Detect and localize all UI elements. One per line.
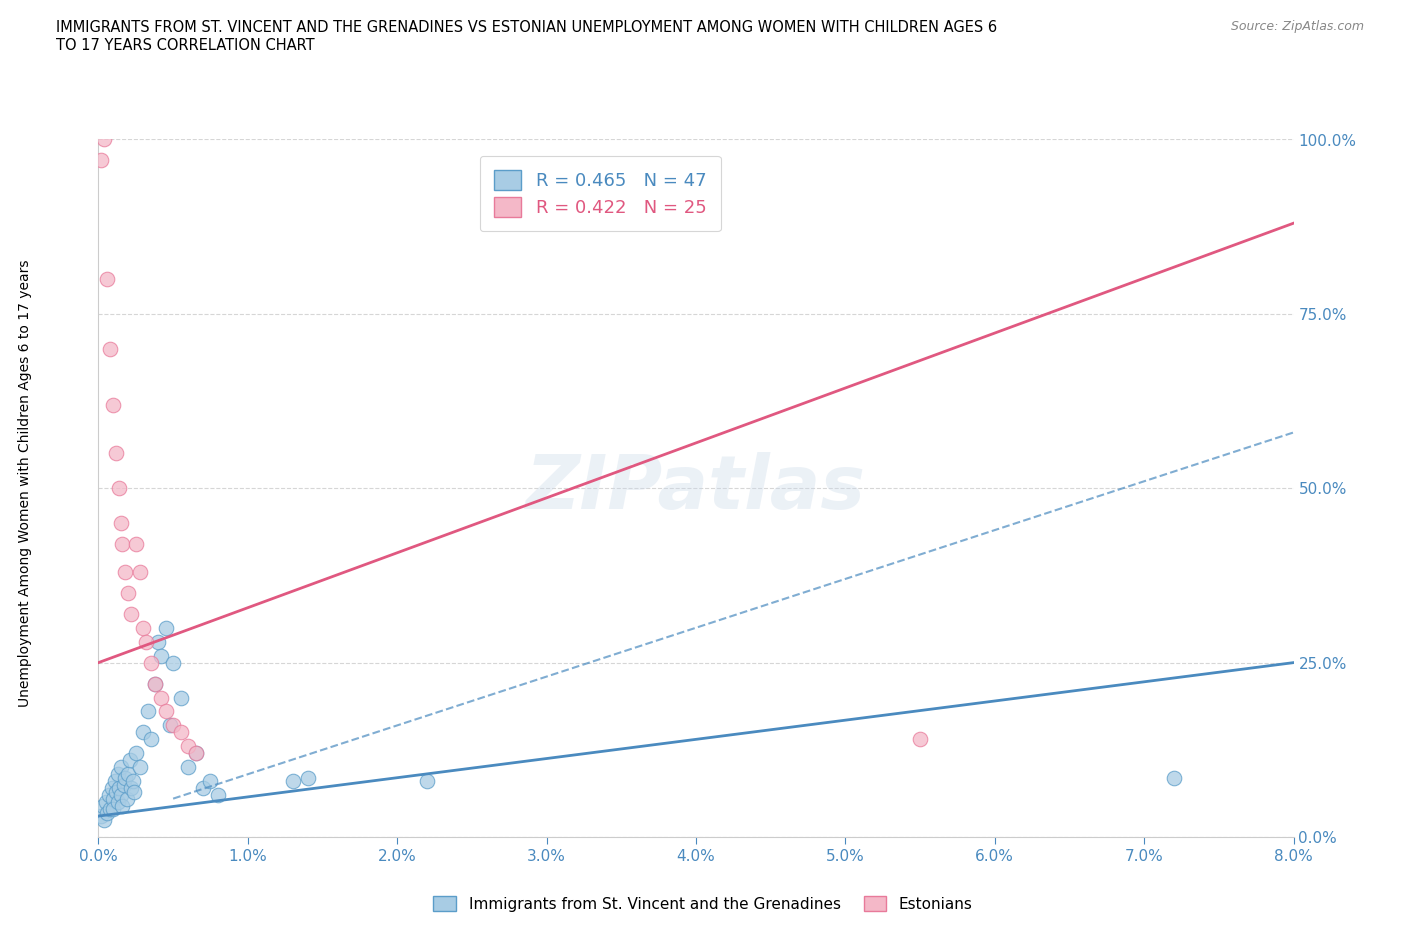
Point: [120, 606, 142, 621]
Point: [297, 770, 319, 785]
Point: [94, 794, 117, 809]
Point: [111, 798, 134, 813]
Point: [129, 760, 152, 775]
Point: [111, 537, 134, 551]
Point: [169, 725, 191, 740]
Point: [135, 634, 157, 649]
Point: [110, 515, 132, 530]
Point: [162, 718, 184, 733]
Point: [124, 784, 146, 799]
Point: [207, 788, 229, 803]
Point: [143, 676, 166, 691]
Point: [107, 766, 129, 781]
Point: [93, 812, 115, 827]
Point: [281, 774, 304, 789]
Legend: Immigrants from St. Vincent and the Grenadines, Estonians: Immigrants from St. Vincent and the Gren…: [427, 890, 979, 918]
Point: [101, 781, 124, 796]
Text: Unemployment Among Women with Children Ages 6 to 17 years: Unemployment Among Women with Children A…: [18, 259, 32, 708]
Point: [104, 774, 127, 789]
Point: [136, 704, 159, 719]
Point: [103, 802, 125, 817]
Point: [159, 718, 181, 733]
Point: [132, 725, 155, 740]
Point: [93, 132, 115, 147]
Point: [114, 770, 136, 785]
Point: [103, 791, 125, 806]
Point: [416, 774, 439, 789]
Point: [114, 565, 136, 579]
Point: [97, 788, 120, 803]
Point: [184, 746, 207, 761]
Point: [139, 655, 162, 670]
Point: [125, 537, 148, 551]
Point: [191, 781, 214, 796]
Text: IMMIGRANTS FROM ST. VINCENT AND THE GRENADINES VS ESTONIAN UNEMPLOYMENT AMONG WO: IMMIGRANTS FROM ST. VINCENT AND THE GREN…: [56, 20, 997, 53]
Point: [120, 781, 142, 796]
Point: [118, 753, 141, 768]
Point: [115, 791, 138, 806]
Point: [121, 774, 143, 789]
Point: [129, 565, 152, 579]
Point: [110, 760, 132, 775]
Point: [108, 781, 131, 796]
Point: [177, 760, 200, 775]
Point: [105, 446, 128, 461]
Point: [155, 704, 177, 719]
Point: [125, 746, 148, 761]
Point: [169, 690, 191, 705]
Text: Source: ZipAtlas.com: Source: ZipAtlas.com: [1230, 20, 1364, 33]
Point: [98, 802, 122, 817]
Point: [103, 397, 125, 412]
Point: [110, 788, 132, 803]
Point: [90, 809, 112, 824]
Point: [184, 746, 207, 761]
Point: [105, 784, 128, 799]
Point: [148, 634, 170, 649]
Point: [112, 777, 135, 792]
Text: ZIPatlas: ZIPatlas: [526, 452, 866, 525]
Point: [143, 676, 166, 691]
Point: [155, 620, 177, 635]
Point: [96, 805, 118, 820]
Legend: R = 0.465   N = 47, R = 0.422   N = 25: R = 0.465 N = 47, R = 0.422 N = 25: [479, 155, 721, 232]
Point: [108, 481, 131, 496]
Point: [162, 655, 184, 670]
Point: [150, 690, 173, 705]
Point: [908, 732, 931, 747]
Point: [150, 648, 173, 663]
Point: [139, 732, 162, 747]
Point: [96, 272, 118, 286]
Point: [177, 738, 200, 753]
Point: [117, 586, 139, 601]
Point: [117, 766, 139, 781]
Point: [98, 341, 122, 356]
Point: [91, 798, 114, 813]
Point: [1163, 770, 1185, 785]
Point: [200, 774, 222, 789]
Point: [107, 794, 129, 809]
Point: [90, 153, 112, 167]
Point: [132, 620, 155, 635]
